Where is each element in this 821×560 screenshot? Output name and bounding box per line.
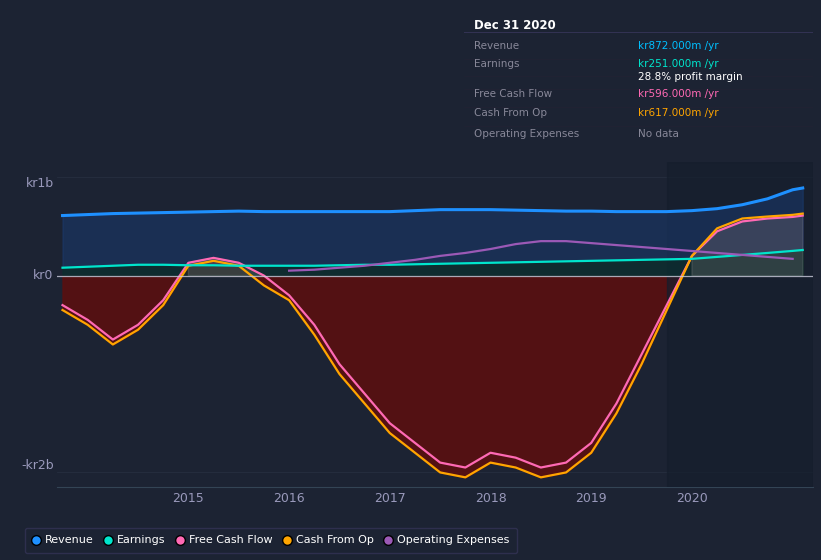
Text: kr872.000m /yr: kr872.000m /yr	[639, 41, 719, 52]
Text: Operating Expenses: Operating Expenses	[475, 129, 580, 139]
Text: -kr2b: -kr2b	[21, 459, 53, 473]
Text: Dec 31 2020: Dec 31 2020	[475, 18, 556, 31]
Text: No data: No data	[639, 129, 679, 139]
Text: kr596.000m /yr: kr596.000m /yr	[639, 89, 719, 99]
Bar	[667, 162, 813, 487]
Text: kr1b: kr1b	[25, 177, 53, 190]
Text: Earnings: Earnings	[475, 59, 520, 69]
Text: Free Cash Flow: Free Cash Flow	[475, 89, 553, 99]
Text: 28.8% profit margin: 28.8% profit margin	[639, 72, 743, 82]
Text: kr0: kr0	[34, 269, 53, 282]
Text: kr251.000m /yr: kr251.000m /yr	[639, 59, 719, 69]
Text: Cash From Op: Cash From Op	[475, 108, 548, 118]
Text: Revenue: Revenue	[475, 41, 520, 52]
Text: kr617.000m /yr: kr617.000m /yr	[639, 108, 719, 118]
Legend: Revenue, Earnings, Free Cash Flow, Cash From Op, Operating Expenses: Revenue, Earnings, Free Cash Flow, Cash …	[25, 528, 517, 553]
